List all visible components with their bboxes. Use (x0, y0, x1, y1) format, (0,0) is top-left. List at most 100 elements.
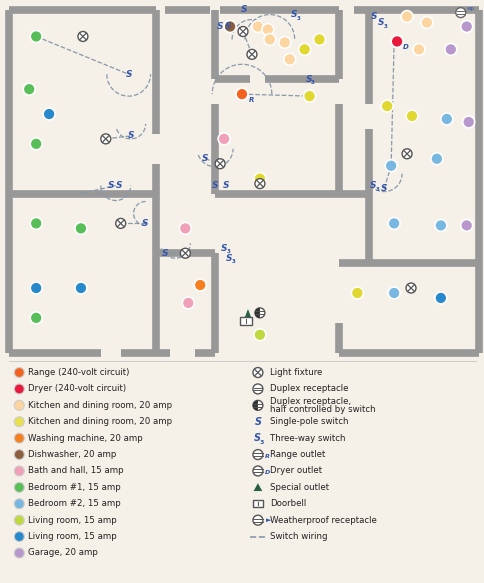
Circle shape (15, 548, 24, 558)
Circle shape (15, 449, 24, 459)
Wedge shape (255, 308, 259, 318)
Text: S: S (162, 249, 168, 258)
Text: S: S (127, 131, 134, 141)
Text: Dryer (240-volt circuit): Dryer (240-volt circuit) (28, 384, 126, 394)
Text: half controlled by switch: half controlled by switch (269, 405, 375, 414)
Circle shape (455, 8, 465, 17)
Text: Garage, 20 amp: Garage, 20 amp (28, 549, 98, 557)
Text: Kitchen and dining room, 20 amp: Kitchen and dining room, 20 amp (28, 401, 172, 410)
Circle shape (15, 482, 24, 492)
Text: 3: 3 (311, 80, 315, 85)
Circle shape (253, 401, 262, 410)
Text: 3: 3 (375, 187, 379, 192)
Circle shape (30, 312, 42, 324)
Circle shape (194, 279, 206, 291)
Circle shape (15, 499, 24, 509)
Circle shape (412, 43, 424, 55)
Text: Living room, 15 amp: Living room, 15 amp (28, 516, 117, 525)
Circle shape (179, 222, 191, 234)
Circle shape (387, 217, 399, 229)
Circle shape (283, 54, 295, 65)
Text: R: R (249, 97, 254, 103)
Polygon shape (242, 308, 253, 321)
Text: S: S (125, 70, 132, 79)
Text: S: S (380, 184, 387, 193)
Circle shape (254, 173, 265, 185)
Circle shape (215, 159, 225, 168)
Circle shape (238, 26, 247, 37)
Circle shape (405, 283, 415, 293)
Text: S: S (290, 10, 296, 19)
Circle shape (30, 30, 42, 43)
Text: 3: 3 (383, 23, 387, 29)
Circle shape (116, 219, 125, 229)
Text: D: D (402, 44, 408, 50)
Circle shape (390, 36, 402, 47)
Text: 3: 3 (231, 259, 235, 264)
Text: Kitchen and dining room, 20 amp: Kitchen and dining room, 20 amp (28, 417, 172, 426)
Circle shape (401, 149, 411, 159)
Circle shape (43, 108, 55, 120)
Circle shape (253, 384, 262, 394)
Text: S: S (201, 154, 208, 163)
Circle shape (253, 367, 262, 378)
Circle shape (420, 16, 432, 29)
Circle shape (298, 43, 310, 55)
Circle shape (246, 50, 257, 59)
Text: 3: 3 (296, 16, 300, 20)
Text: ►: ► (265, 517, 271, 523)
Text: Special outlet: Special outlet (269, 483, 328, 492)
Circle shape (30, 217, 42, 229)
Circle shape (278, 37, 290, 48)
Circle shape (255, 178, 264, 188)
Text: S: S (225, 22, 231, 31)
Circle shape (15, 515, 24, 525)
Text: Dishwasher, 20 amp: Dishwasher, 20 amp (28, 450, 116, 459)
Text: D: D (264, 470, 270, 475)
Text: Bedroom #1, 15 amp: Bedroom #1, 15 amp (28, 483, 121, 492)
Circle shape (182, 297, 194, 309)
Text: S: S (253, 433, 260, 443)
Circle shape (15, 417, 24, 427)
Text: S: S (226, 254, 232, 263)
Polygon shape (253, 482, 262, 491)
Text: S: S (222, 181, 229, 190)
Circle shape (400, 10, 412, 23)
Circle shape (253, 466, 262, 476)
Circle shape (75, 222, 87, 234)
Text: R: R (264, 454, 269, 459)
Text: S: S (305, 75, 311, 84)
Text: 3: 3 (259, 440, 263, 445)
Circle shape (255, 308, 264, 318)
Circle shape (101, 134, 110, 144)
Circle shape (350, 287, 363, 299)
Circle shape (460, 219, 472, 231)
Text: Light fixture: Light fixture (269, 368, 321, 377)
Circle shape (15, 433, 24, 443)
Text: wp: wp (466, 6, 474, 11)
Text: Washing machine, 20 amp: Washing machine, 20 amp (28, 434, 143, 442)
Circle shape (30, 282, 42, 294)
Text: 3: 3 (226, 249, 230, 254)
Circle shape (303, 90, 315, 102)
Text: S: S (107, 181, 114, 190)
Circle shape (434, 292, 446, 304)
Circle shape (462, 116, 474, 128)
Circle shape (440, 113, 452, 125)
Circle shape (430, 153, 442, 165)
Text: Three-way switch: Three-way switch (269, 434, 345, 442)
Text: Switch wiring: Switch wiring (269, 532, 327, 541)
Text: Living room, 15 amp: Living room, 15 amp (28, 532, 117, 541)
FancyBboxPatch shape (253, 500, 262, 507)
Circle shape (218, 133, 229, 145)
Text: Duplex receptacle: Duplex receptacle (269, 384, 348, 394)
Text: Bedroom #2, 15 amp: Bedroom #2, 15 amp (28, 499, 121, 508)
Text: S: S (369, 181, 376, 190)
Circle shape (253, 515, 262, 525)
Text: Duplex receptacle,: Duplex receptacle, (269, 397, 350, 406)
Circle shape (78, 31, 88, 41)
Circle shape (444, 43, 456, 55)
FancyBboxPatch shape (240, 317, 251, 325)
Circle shape (180, 248, 190, 258)
Text: S: S (115, 181, 121, 190)
